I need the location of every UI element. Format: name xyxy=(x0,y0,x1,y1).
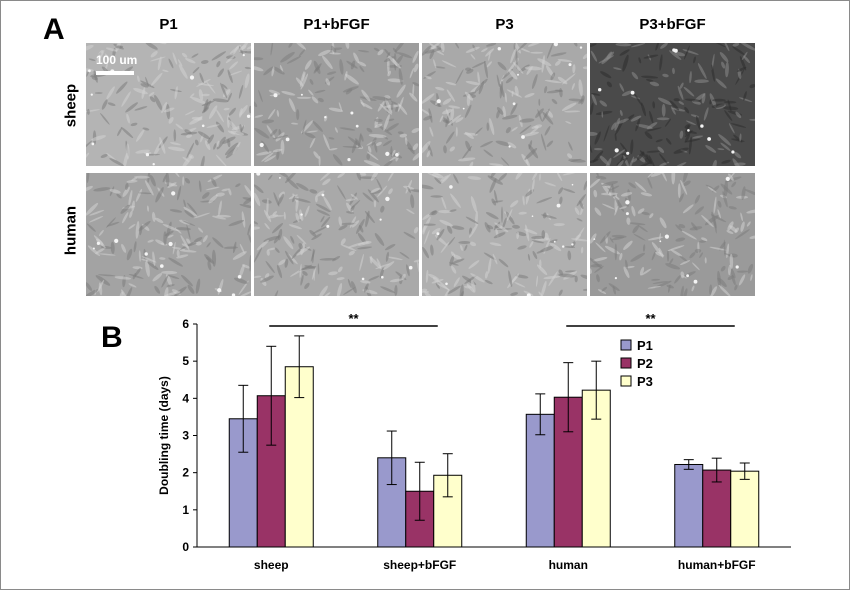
y-tick-label: 3 xyxy=(182,429,189,443)
y-tick-label: 2 xyxy=(182,466,189,480)
category-label-sheep+bFGF: sheep+bFGF xyxy=(383,558,456,572)
legend-label-P3: P3 xyxy=(637,374,653,389)
bar-human+bFGF-P3 xyxy=(730,470,760,548)
y-tick-label: 5 xyxy=(182,354,189,368)
column-label-p3-bfgf: P3+bFGF xyxy=(639,16,706,33)
panel-a-letter: A xyxy=(43,13,65,46)
column-label-p1-bfgf: P1+bFGF xyxy=(303,16,370,33)
scale-bar xyxy=(96,71,134,75)
category-label-sheep: sheep xyxy=(254,558,289,572)
legend-label-P2: P2 xyxy=(637,356,653,371)
micrograph-sheep-p3 xyxy=(422,43,587,166)
panel-b-letter: B xyxy=(101,321,123,354)
y-tick-label: 1 xyxy=(182,503,189,517)
bar-human-P1 xyxy=(525,413,555,548)
legend-swatch-P3 xyxy=(620,375,632,387)
legend-label-P1: P1 xyxy=(637,338,653,353)
micrograph-human-p3 xyxy=(422,173,587,296)
significance-label: ** xyxy=(348,311,359,326)
micrograph-sheep-p1-bfgf xyxy=(254,43,419,166)
legend-swatch-P1 xyxy=(620,339,632,351)
legend-swatch-P2 xyxy=(620,357,632,369)
micrograph-human-p3-bfgf xyxy=(590,173,755,296)
micrograph-sheep-p1: 100 um xyxy=(86,43,251,166)
category-label-human+bFGF: human+bFGF xyxy=(678,558,756,572)
column-label-p3: P3 xyxy=(495,16,514,33)
y-axis-title: Doubling time (days) xyxy=(157,376,171,495)
scale-bar-label: 100 um xyxy=(96,53,138,67)
bar-human+bFGF-P1 xyxy=(674,463,704,548)
y-tick-label: 4 xyxy=(182,391,189,405)
y-tick-label: 6 xyxy=(182,317,189,331)
column-label-p1: P1 xyxy=(159,16,178,33)
micrograph-sheep-p3-bfgf xyxy=(590,43,755,166)
significance-label: ** xyxy=(645,311,656,326)
micrograph-human-p1-bfgf xyxy=(254,173,419,296)
category-label-human: human xyxy=(549,558,588,572)
y-tick-label: 0 xyxy=(182,540,189,554)
micrograph-human-p1 xyxy=(86,173,251,296)
